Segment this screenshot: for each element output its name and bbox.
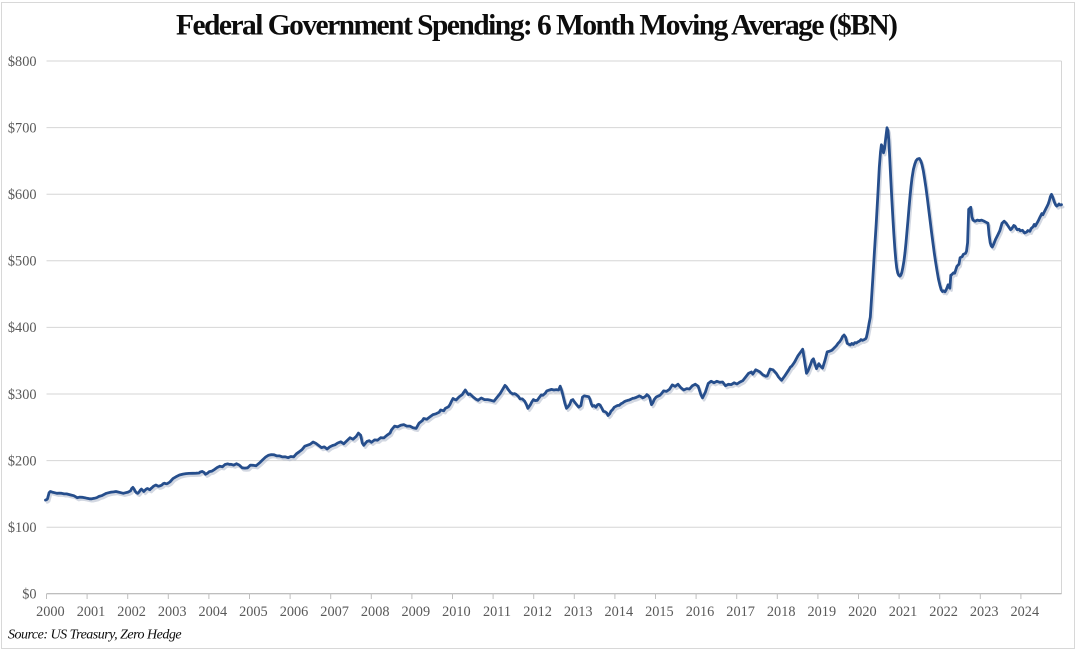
svg-text:2019: 2019 <box>808 604 837 620</box>
svg-text:$500: $500 <box>8 254 37 270</box>
svg-text:2008: 2008 <box>361 604 390 620</box>
svg-text:$0: $0 <box>22 587 36 603</box>
svg-text:2011: 2011 <box>483 604 511 620</box>
svg-text:$600: $600 <box>8 187 37 203</box>
svg-text:2016: 2016 <box>686 604 715 620</box>
svg-text:2005: 2005 <box>239 604 268 620</box>
svg-text:2006: 2006 <box>280 604 309 620</box>
svg-text:2003: 2003 <box>158 604 187 620</box>
svg-text:Source: US Treasury, Zero Hedg: Source: US Treasury, Zero Hedge <box>8 628 181 643</box>
svg-text:2010: 2010 <box>442 604 471 620</box>
svg-text:2000: 2000 <box>36 604 65 620</box>
svg-text:$800: $800 <box>8 54 37 70</box>
svg-text:Federal Government Spending: 6: Federal Government Spending: 6 Month Mov… <box>176 10 898 42</box>
svg-text:2012: 2012 <box>523 604 552 620</box>
svg-text:2007: 2007 <box>320 604 349 620</box>
svg-text:2021: 2021 <box>889 604 918 620</box>
svg-text:2002: 2002 <box>117 604 146 620</box>
svg-text:$700: $700 <box>8 120 37 136</box>
svg-text:$100: $100 <box>8 520 37 536</box>
svg-text:2020: 2020 <box>848 604 877 620</box>
svg-text:2001: 2001 <box>77 604 106 620</box>
svg-text:2015: 2015 <box>645 604 674 620</box>
svg-text:$300: $300 <box>8 387 37 403</box>
svg-text:2009: 2009 <box>402 604 431 620</box>
svg-text:$200: $200 <box>8 453 37 469</box>
svg-text:2004: 2004 <box>199 604 228 620</box>
svg-text:2013: 2013 <box>564 604 593 620</box>
svg-text:$400: $400 <box>8 320 37 336</box>
svg-text:2024: 2024 <box>1011 604 1040 620</box>
svg-text:2014: 2014 <box>605 604 634 620</box>
svg-text:2023: 2023 <box>970 604 999 620</box>
svg-text:2018: 2018 <box>767 604 796 620</box>
svg-text:2017: 2017 <box>726 604 755 620</box>
svg-text:2022: 2022 <box>929 604 958 620</box>
